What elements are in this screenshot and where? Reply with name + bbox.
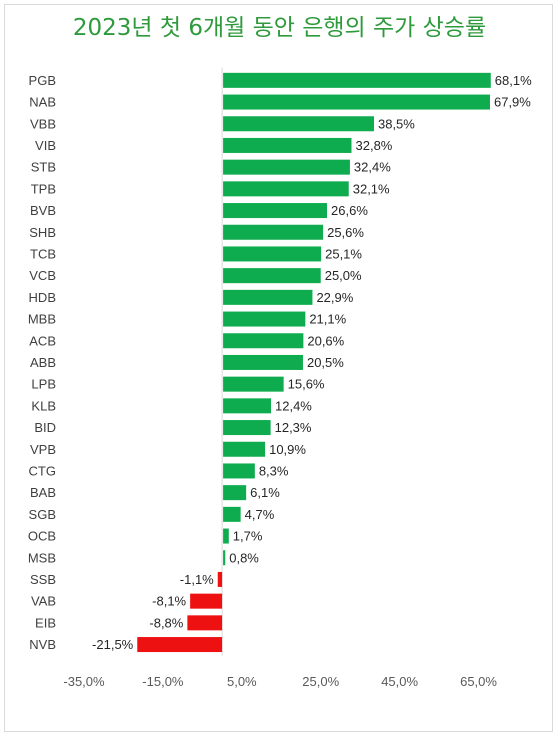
bar-vcb: [223, 268, 321, 284]
bar-ocb: [223, 528, 229, 544]
value-label-bab: 6,1%: [250, 485, 280, 500]
value-label-vab: -8,1%: [152, 594, 186, 609]
category-label-vpb: VPB: [30, 442, 56, 457]
category-label-nab: NAB: [29, 95, 56, 110]
bar-vib: [223, 137, 352, 153]
value-label-hdb: 22,9%: [316, 290, 353, 305]
category-label-shb: SHB: [29, 225, 56, 240]
value-label-vbb: 38,5%: [378, 116, 415, 131]
bar-nvb: [137, 637, 223, 653]
bar-tpb: [223, 181, 349, 197]
bar-mbb: [223, 311, 306, 327]
category-label-vab: VAB: [31, 594, 56, 609]
value-label-vcb: 25,0%: [325, 268, 362, 283]
bar-vbb: [223, 116, 374, 132]
x-tick-label: -35,0%: [63, 674, 105, 689]
category-label-msb: MSB: [28, 550, 56, 565]
bar-lpb: [223, 376, 284, 392]
value-label-shb: 25,6%: [327, 225, 364, 240]
category-label-mbb: MBB: [28, 312, 56, 327]
bar-abb: [223, 354, 303, 370]
category-label-vcb: VCB: [29, 268, 56, 283]
value-label-ctg: 8,3%: [259, 463, 289, 478]
category-label-ocb: OCB: [28, 529, 56, 544]
value-label-stb: 32,4%: [354, 160, 391, 175]
category-label-vib: VIB: [35, 138, 56, 153]
category-label-ctg: CTG: [29, 463, 56, 478]
bar-eib: [187, 615, 223, 631]
bar-tcb: [223, 246, 322, 262]
value-label-msb: 0,8%: [229, 550, 259, 565]
category-label-sgb: SGB: [29, 507, 56, 522]
value-label-klb: 12,4%: [275, 398, 312, 413]
category-label-tpb: TPB: [31, 181, 56, 196]
category-label-stb: STB: [31, 160, 56, 175]
bar-vab: [190, 593, 223, 609]
value-label-lpb: 15,6%: [288, 377, 325, 392]
bar-sgb: [223, 506, 241, 522]
value-label-sgb: 4,7%: [245, 507, 275, 522]
bar-bid: [223, 420, 271, 436]
x-tick-label: 65,0%: [460, 674, 497, 689]
value-label-vpb: 10,9%: [269, 442, 306, 457]
bar-vpb: [223, 441, 266, 457]
value-label-ssb: -1,1%: [180, 572, 214, 587]
value-label-bvb: 26,6%: [331, 203, 368, 218]
value-label-vib: 32,8%: [356, 138, 393, 153]
bar-stb: [223, 159, 350, 175]
bar-bab: [223, 485, 247, 501]
value-label-bid: 12,3%: [275, 420, 312, 435]
category-label-acb: ACB: [29, 333, 56, 348]
value-label-abb: 20,5%: [307, 355, 344, 370]
category-label-pgb: PGB: [29, 73, 56, 88]
x-tick-label: -15,0%: [142, 674, 184, 689]
bar-shb: [223, 224, 324, 240]
category-label-lpb: LPB: [31, 377, 56, 392]
bar-bvb: [223, 203, 328, 219]
bar-msb: [223, 550, 226, 566]
x-tick-label: 5,0%: [227, 674, 257, 689]
value-label-eib: -8,8%: [149, 615, 183, 630]
value-label-nvb: -21,5%: [92, 637, 134, 652]
category-label-ssb: SSB: [30, 572, 56, 587]
bar-hdb: [223, 289, 313, 305]
value-label-nab: 67,9%: [494, 95, 531, 110]
category-label-nvb: NVB: [29, 637, 56, 652]
value-label-mbb: 21,1%: [309, 312, 346, 327]
bar-ctg: [223, 463, 255, 479]
bar-acb: [223, 333, 304, 349]
bar-pgb: [223, 72, 491, 88]
category-label-bab: BAB: [30, 485, 56, 500]
chart-title: 2023년 첫 6개월 동안 은행의 주가 상승률: [72, 15, 487, 41]
category-label-klb: KLB: [31, 398, 56, 413]
x-tick-label: 25,0%: [302, 674, 339, 689]
value-label-pgb: 68,1%: [495, 73, 532, 88]
category-label-abb: ABB: [30, 355, 56, 370]
bar-klb: [223, 398, 272, 414]
bar-nab: [223, 94, 490, 110]
category-label-hdb: HDB: [29, 290, 56, 305]
x-tick-label: 45,0%: [381, 674, 418, 689]
category-label-eib: EIB: [35, 615, 56, 630]
category-label-tcb: TCB: [30, 246, 56, 261]
value-label-ocb: 1,7%: [233, 529, 263, 544]
bar-ssb: [217, 571, 223, 587]
value-label-tcb: 25,1%: [325, 246, 362, 261]
value-label-acb: 20,6%: [307, 333, 344, 348]
category-label-bid: BID: [34, 420, 56, 435]
value-label-tpb: 32,1%: [353, 181, 390, 196]
category-label-vbb: VBB: [30, 116, 56, 131]
category-label-bvb: BVB: [30, 203, 56, 218]
